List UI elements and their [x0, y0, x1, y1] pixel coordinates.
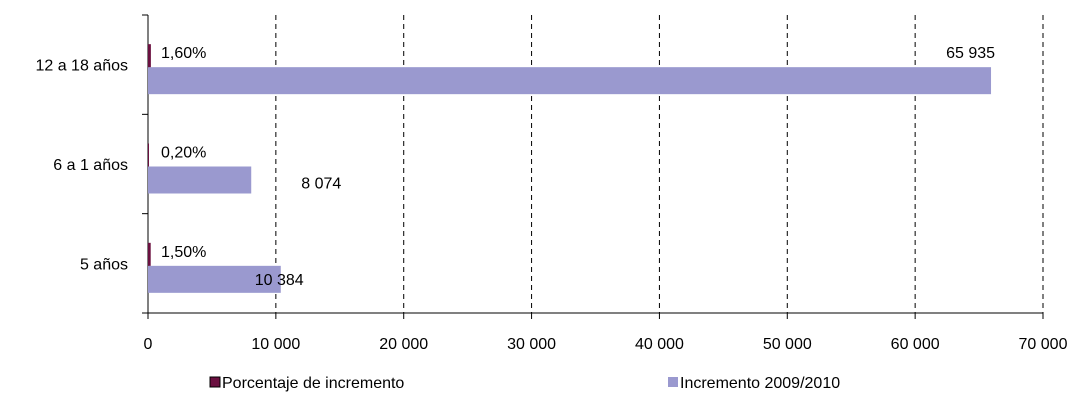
data-labels: 1,60% 65 935 0,20% 8 074 1,50% 10 384 — [161, 45, 995, 289]
bar-incremento — [148, 67, 992, 95]
x-tick-label: 40 000 — [635, 336, 684, 353]
x-tick-label: 70 000 — [1019, 336, 1068, 353]
x-tick-label: 10 000 — [251, 336, 300, 353]
data-label-porcentaje: 1,60% — [161, 45, 206, 62]
x-tick-label: 20 000 — [379, 336, 428, 353]
data-label-incremento: 10 384 — [255, 272, 304, 289]
bar-porcentaje — [148, 44, 151, 68]
bar-incremento — [148, 265, 281, 293]
legend-swatch — [209, 376, 221, 388]
x-tick-label: 30 000 — [507, 336, 556, 353]
category-label: 12 a 18 años — [35, 58, 128, 75]
data-label-incremento: 8 074 — [301, 176, 341, 193]
x-tick-label: 60 000 — [891, 336, 940, 353]
data-label-porcentaje: 0,20% — [161, 145, 206, 162]
data-label-incremento: 65 935 — [946, 45, 995, 62]
legend-label: Incremento 2009/2010 — [680, 375, 840, 392]
bar-porcentaje — [148, 242, 151, 266]
legend: Porcentaje de incremento Incremento 2009/… — [209, 375, 840, 392]
bar-incremento — [148, 166, 252, 194]
x-tick-label: 0 — [144, 336, 153, 353]
legend-swatch — [668, 377, 678, 387]
tick-labels: 0 10 000 20 000 30 000 40 000 50 000 60 000 70 … — [35, 58, 1067, 353]
category-label: 6 a 1 años — [53, 157, 128, 174]
x-tick-label: 50 000 — [763, 336, 812, 353]
category-label: 5 años — [80, 256, 128, 273]
bars — [148, 44, 992, 293]
bar-porcentaje — [148, 143, 149, 167]
grid-lines — [275, 15, 1044, 313]
data-label-porcentaje: 1,50% — [161, 244, 206, 261]
legend-label: Porcentaje de incremento — [222, 375, 404, 392]
